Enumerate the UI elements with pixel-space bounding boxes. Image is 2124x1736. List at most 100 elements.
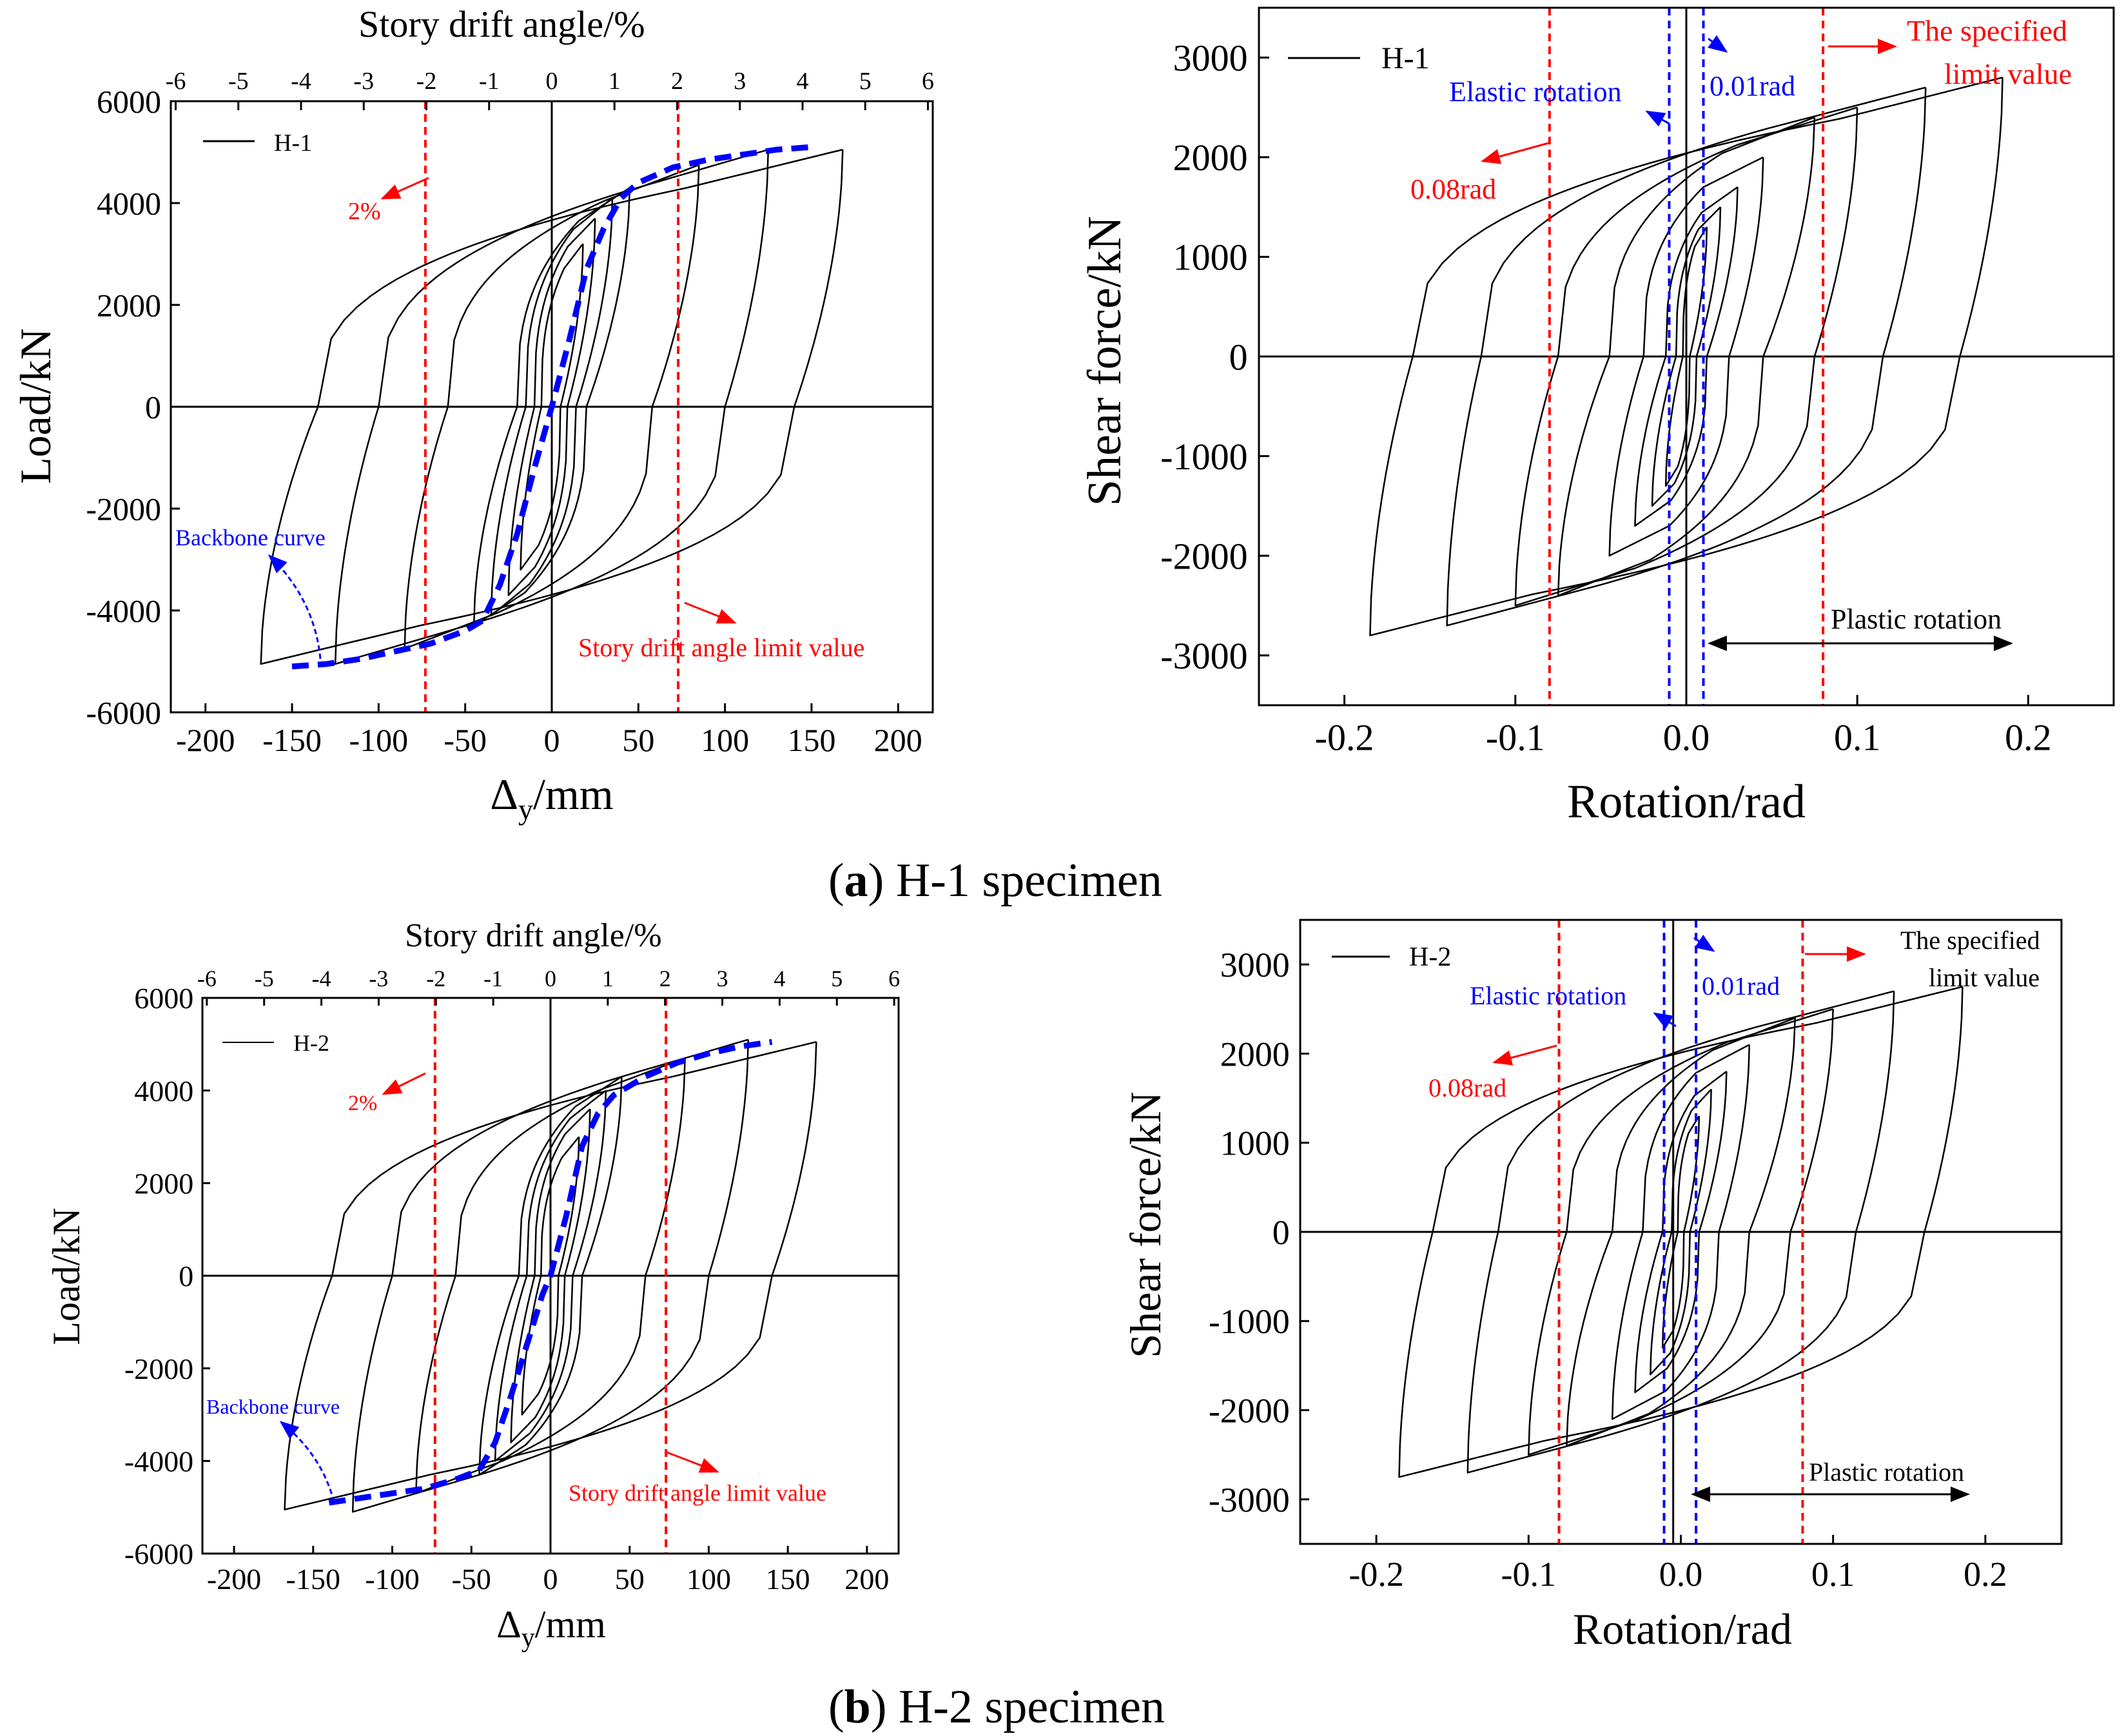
backbone-note: Backbone curve xyxy=(206,1395,340,1418)
x-tick-label: 200 xyxy=(844,1563,889,1595)
top-tick-label: 4 xyxy=(774,966,785,991)
rad-008-note: 0.08rad xyxy=(1428,1073,1506,1102)
hysteresis-loop-6 xyxy=(1528,1008,1834,1456)
x-tick-label: -200 xyxy=(207,1563,261,1595)
plot-area xyxy=(1259,8,2114,705)
plot-area xyxy=(202,998,899,1554)
panel-b-right-shear-rotation: -0.2 -0.1 0.0 0.1 0.2 -3000 -2000 -1000 0 1000 200… xyxy=(1121,919,2063,1653)
x-tick-label: 200 xyxy=(874,722,922,758)
plot-area xyxy=(1300,920,2061,1544)
top-tick-label: -4 xyxy=(291,68,311,95)
x-tick-label: 100 xyxy=(701,722,749,758)
x-tick-label: 0.0 xyxy=(1663,717,1710,759)
x-tick-label: -0.1 xyxy=(1486,717,1545,759)
top-tick-label: -4 xyxy=(312,966,331,991)
y-tick-label: -2000 xyxy=(86,491,161,527)
y-tick-label: 0 xyxy=(145,389,161,425)
top-tick-label: -6 xyxy=(166,68,186,95)
x-tick-label: -0.2 xyxy=(1349,1555,1403,1594)
top-tick-label: -3 xyxy=(369,966,388,991)
x-axis-label: Δy/mm xyxy=(490,770,613,826)
x-tick-label: 150 xyxy=(766,1563,810,1595)
y-tick-label: -6000 xyxy=(86,695,161,731)
x-tick-label: -0.1 xyxy=(1501,1555,1556,1594)
specified-limit-note-2: limit value xyxy=(1929,963,2040,992)
x-tick-label: 50 xyxy=(622,722,654,758)
rad-001-arrow xyxy=(1708,35,1728,53)
hysteresis-loop-8 xyxy=(1369,76,2003,637)
elastic-rotation-arrow xyxy=(1645,110,1670,127)
plastic-rotation-note: Plastic rotation xyxy=(1831,603,2002,635)
x-tick-label: 0.0 xyxy=(1659,1555,1703,1594)
backbone-curve xyxy=(291,144,812,670)
top-tick-label: -5 xyxy=(228,68,249,95)
y-tick-label: -2000 xyxy=(124,1352,193,1385)
hysteresis-loop-2 xyxy=(1651,206,1722,507)
y-tick-label: 1000 xyxy=(1173,237,1248,278)
top-tick-label: 5 xyxy=(831,966,843,991)
top-tick-label: 5 xyxy=(859,68,872,95)
ticks: -0.2 -0.1 0.0 0.1 0.2 -3000 -2000 -1000 0 1000 200… xyxy=(1209,946,2007,1594)
hysteresis-loop-4 xyxy=(1608,156,1764,557)
panel-b-left-load-displacement: -200 -150 -100 -50 0 50 100 150 200-6000-4000-20… xyxy=(45,917,900,1653)
top-tick-label: 6 xyxy=(922,68,934,95)
y-tick-label: 3000 xyxy=(1173,37,1248,79)
rad-001-arrow xyxy=(1693,935,1715,952)
hysteresis-loop-7 xyxy=(1446,86,1927,627)
rad-008-note: 0.08rad xyxy=(1410,173,1496,205)
top-tick-label: -2 xyxy=(416,68,437,95)
y-tick-label: 3000 xyxy=(1220,946,1290,984)
y-tick-label: -1000 xyxy=(1209,1302,1290,1341)
panel-a-left-load-displacement: -200 -150 -100 -50 0 50 100 150 200-6000-4000-20… xyxy=(11,3,934,826)
legend-label: H-1 xyxy=(1381,41,1430,75)
y-tick-label: -6000 xyxy=(124,1537,193,1570)
y-axis-label: Shear force/kN xyxy=(1121,1091,1170,1358)
x-tick-label: 0.2 xyxy=(1963,1555,2007,1594)
hysteresis-loop-1 xyxy=(1664,226,1708,487)
y-axis-label: Load/kN xyxy=(11,328,60,484)
hysteresis-loop-7 xyxy=(1466,990,1895,1474)
hysteresis-loop-8 xyxy=(1398,986,1963,1478)
y-tick-label: -4000 xyxy=(86,593,161,629)
limit-note: 2% xyxy=(348,198,381,225)
limit-arrow xyxy=(382,1072,426,1095)
y-tick-label: 1000 xyxy=(1220,1124,1290,1163)
top-tick-label: 2 xyxy=(671,68,683,95)
plastic-rotation-note: Plastic rotation xyxy=(1809,1458,1964,1487)
top-tick-label: 4 xyxy=(796,68,808,95)
x-axis-label: Δy/mm xyxy=(496,1603,606,1653)
backbone-arrow xyxy=(279,1421,335,1503)
y-tick-label: 6000 xyxy=(97,84,161,120)
plot-area xyxy=(171,101,933,712)
y-tick-label: -1000 xyxy=(1160,436,1247,478)
top-tick-label: -2 xyxy=(426,966,445,991)
top-tick-label: -3 xyxy=(353,68,374,95)
hysteresis-loop-2 xyxy=(510,1108,591,1443)
x-tick-label: -100 xyxy=(365,1563,419,1595)
x-tick-label: -50 xyxy=(452,1563,491,1595)
x-tick-label: -150 xyxy=(286,1563,340,1595)
panel-a-right-shear-rotation: -0.2 -0.1 0.0 0.1 0.2 -3000 -2000 -1000 0 1000 200… xyxy=(1078,6,2115,828)
y-axis-label: Load/kN xyxy=(45,1207,88,1345)
x-tick-label: 100 xyxy=(687,1563,731,1595)
legend-label: H-2 xyxy=(293,1030,329,1056)
hysteresis-loop-4 xyxy=(1611,1044,1751,1420)
x-tick-label: -0.2 xyxy=(1315,717,1374,759)
top-tick-label: 1 xyxy=(609,68,621,95)
y-axis-label: Shear force/kN xyxy=(1078,216,1131,506)
ticks: -0.2 -0.1 0.0 0.1 0.2 -3000 -2000 -1000 0 1000 200… xyxy=(1160,37,2051,759)
top-tick-label: 3 xyxy=(717,966,728,991)
caption-a: (a) H-1 specimen xyxy=(828,854,1162,907)
x-tick-label: 0.2 xyxy=(2005,717,2052,759)
legend-label: H-1 xyxy=(274,130,312,157)
y-tick-label: -3000 xyxy=(1209,1481,1290,1519)
hysteresis-loop-7 xyxy=(260,148,844,665)
specified-limit-note-1: The specified xyxy=(1907,14,2067,47)
x-tick-label: -150 xyxy=(262,722,322,758)
y-tick-label: 4000 xyxy=(134,1075,193,1107)
y-tick-label: -2000 xyxy=(1209,1391,1290,1430)
limit-arrow xyxy=(380,177,429,200)
elastic-rotation-note: Elastic rotation xyxy=(1470,981,1626,1010)
story-drift-arrow xyxy=(684,601,737,624)
